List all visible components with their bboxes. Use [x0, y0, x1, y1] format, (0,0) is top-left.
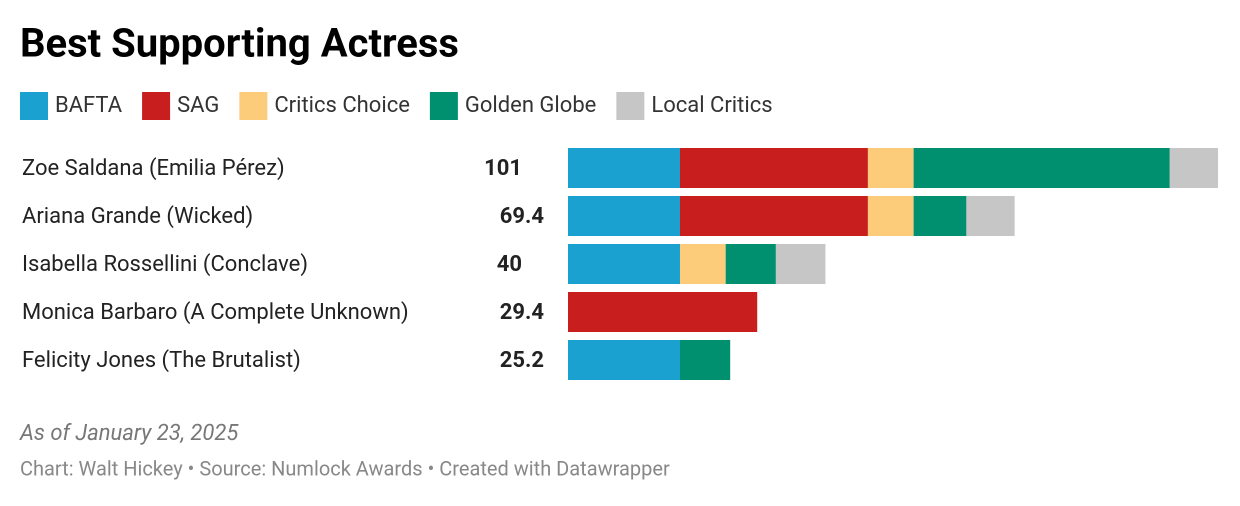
- total-label: 29.4: [500, 300, 545, 325]
- chart-title: Best Supporting Actress: [20, 20, 459, 67]
- note: As of January 23, 2025: [19, 421, 239, 446]
- bar-segment: [725, 244, 776, 284]
- legend-swatch: [616, 92, 645, 120]
- category-label: Isabella Rossellini (Conclave): [22, 252, 308, 277]
- total-label: 25.2: [500, 348, 544, 373]
- bar-segment: [679, 196, 868, 236]
- bar-segment: [913, 148, 1170, 188]
- bar-segment: [867, 148, 914, 188]
- bar-segment: [568, 244, 680, 284]
- legend-swatch: [429, 92, 458, 120]
- total-label: 101: [484, 156, 522, 181]
- legend-label: BAFTA: [55, 93, 123, 118]
- bar-segment: [913, 196, 967, 236]
- bar-segment: [775, 244, 826, 284]
- bar-segment: [966, 196, 1015, 236]
- bar-segment: [568, 340, 680, 380]
- bar-segment: [568, 148, 680, 188]
- bar-segment: [568, 292, 758, 332]
- source: Chart: Walt Hickey • Source: Numlock Awa…: [20, 456, 670, 480]
- legend-swatch: [239, 92, 268, 120]
- legend-swatch: [20, 92, 48, 120]
- legend-label: Golden Globe: [465, 93, 596, 118]
- bar-segment: [679, 244, 726, 284]
- legend-label: SAG: [177, 93, 219, 118]
- category-label: Zoe Saldana (Emilia Pérez): [22, 156, 285, 181]
- bar-segment: [1169, 148, 1219, 188]
- category-label: Monica Barbaro (A Complete Unknown): [22, 300, 409, 325]
- category-label: Felicity Jones (The Brutalist): [22, 348, 301, 373]
- legend-label: Local Critics: [651, 93, 772, 118]
- bar-segment: [568, 196, 680, 236]
- legend-swatch: [142, 92, 171, 120]
- total-label: 69.4: [500, 204, 545, 229]
- bar-segment: [867, 196, 914, 236]
- legend-label: Critics Choice: [274, 93, 410, 118]
- bar-segment: [679, 340, 731, 380]
- total-label: 40: [497, 252, 522, 277]
- category-label: Ariana Grande (Wicked): [22, 204, 253, 229]
- bar-segment: [679, 148, 868, 188]
